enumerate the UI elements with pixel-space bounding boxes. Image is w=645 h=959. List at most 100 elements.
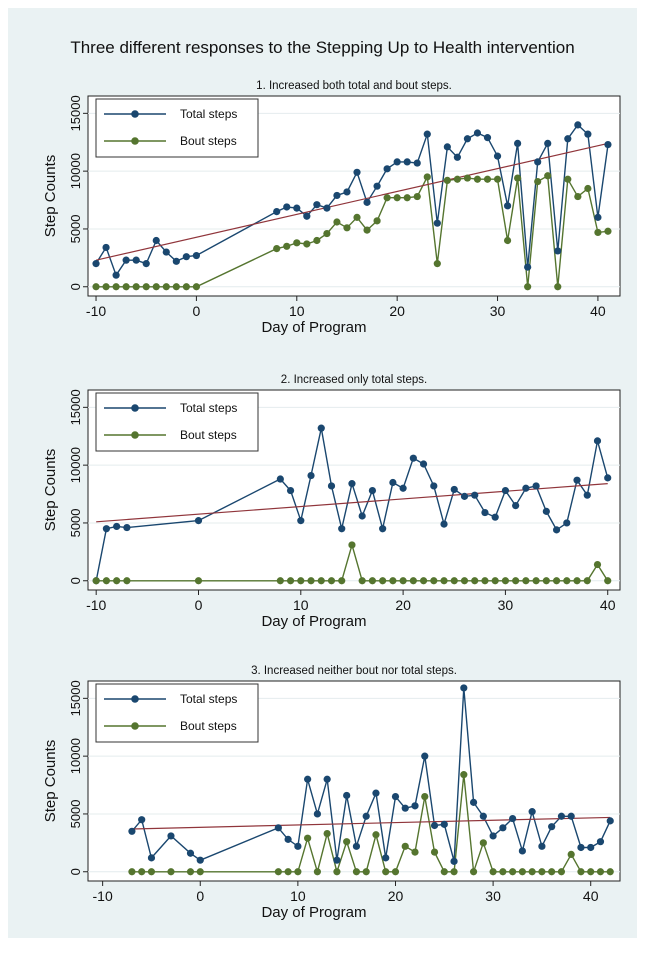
- data-point-bout: [430, 848, 439, 856]
- x-tick-label: -10: [93, 888, 113, 904]
- data-point-total: [584, 130, 592, 138]
- data-point-bout: [373, 217, 381, 225]
- data-point-bout: [481, 577, 489, 585]
- x-tick-label: 20: [395, 597, 411, 613]
- data-point-total: [413, 159, 421, 167]
- data-point-bout: [512, 577, 520, 585]
- data-point-bout: [343, 838, 351, 846]
- data-point-bout: [483, 175, 492, 183]
- data-point-total: [491, 513, 499, 521]
- data-point-total: [379, 525, 387, 533]
- data-point-total: [358, 512, 366, 520]
- data-point-bout: [353, 213, 361, 221]
- data-point-total: [372, 789, 380, 797]
- data-point-bout: [423, 173, 431, 181]
- data-point-bout: [493, 175, 502, 183]
- data-point-bout: [514, 174, 522, 182]
- legend-swatch-marker-total: [131, 404, 139, 412]
- data-point-total: [557, 812, 566, 820]
- data-point-bout: [563, 577, 571, 585]
- data-point-total: [192, 251, 201, 260]
- series-line-total: [95, 428, 609, 581]
- data-point-total: [333, 191, 341, 200]
- legend-label-bout: Bout steps: [180, 134, 237, 148]
- data-point-bout: [113, 577, 121, 585]
- data-point-total: [313, 810, 321, 818]
- data-point-total: [323, 204, 331, 212]
- data-point-bout: [273, 245, 281, 253]
- data-point-total: [501, 486, 510, 495]
- data-point-total: [162, 248, 170, 256]
- data-point-total: [528, 808, 536, 816]
- x-tick-label: 40: [600, 597, 616, 613]
- y-tick-label: 15000: [68, 95, 83, 131]
- data-point-bout: [411, 848, 419, 856]
- data-point-bout: [372, 831, 380, 839]
- data-point-total: [450, 857, 458, 865]
- data-point-total: [393, 158, 401, 166]
- data-point-total: [113, 522, 121, 531]
- chart-title: 2. Increased only total steps.: [281, 374, 427, 386]
- data-point-total: [532, 482, 540, 490]
- legend-swatch-marker-total: [131, 110, 139, 118]
- data-point-bout: [606, 868, 614, 876]
- y-tick-label: 0: [68, 868, 83, 875]
- data-point-bout: [564, 175, 572, 183]
- data-point-total: [587, 843, 595, 852]
- data-point-bout: [403, 194, 411, 202]
- data-point-total: [534, 158, 542, 166]
- data-point-bout: [352, 868, 361, 876]
- data-point-total: [284, 835, 292, 843]
- data-point-bout: [274, 868, 282, 876]
- data-point-bout: [382, 868, 390, 876]
- data-point-total: [373, 182, 381, 190]
- data-point-bout: [596, 868, 605, 876]
- data-point-bout: [362, 868, 370, 876]
- chart-panel-3: 3. Increased neither bout nor total step…: [8, 659, 637, 959]
- data-point-bout: [489, 868, 497, 876]
- data-point-bout: [463, 174, 472, 182]
- data-point-bout: [142, 283, 150, 291]
- data-point-bout: [348, 541, 356, 549]
- x-tick-label: 0: [195, 597, 203, 613]
- data-point-bout: [574, 192, 582, 201]
- data-point-total: [563, 519, 571, 527]
- data-point-total: [401, 804, 409, 812]
- data-point-bout: [323, 229, 331, 238]
- y-tick-label: 10000: [68, 153, 83, 189]
- data-point-bout: [577, 868, 585, 876]
- data-point-total: [276, 475, 284, 483]
- fit-line: [95, 142, 609, 261]
- data-point-bout: [317, 577, 325, 585]
- data-point-bout: [122, 283, 130, 291]
- data-point-bout: [297, 577, 305, 585]
- data-point-total: [594, 213, 602, 221]
- data-point-bout: [304, 834, 312, 842]
- data-point-total: [430, 482, 438, 490]
- data-point-bout: [453, 175, 461, 183]
- data-point-total: [283, 203, 291, 211]
- data-point-total: [286, 486, 295, 495]
- x-tick-label: 40: [583, 888, 599, 904]
- x-tick-label: 10: [289, 303, 305, 319]
- data-point-bout: [147, 868, 156, 876]
- data-point-total: [383, 165, 391, 173]
- y-tick-label: 10000: [68, 447, 83, 483]
- data-point-total: [430, 821, 439, 830]
- data-point-bout: [283, 242, 291, 250]
- data-point-bout: [604, 227, 612, 235]
- data-point-bout: [172, 283, 180, 291]
- chart-1-svg: 1. Increased both total and bout steps. 0…: [42, 80, 621, 336]
- data-point-bout: [501, 577, 510, 585]
- data-point-total: [554, 247, 562, 255]
- data-point-total: [440, 820, 448, 828]
- data-point-total: [92, 260, 100, 268]
- data-point-total: [194, 517, 203, 525]
- data-point-total: [167, 832, 175, 840]
- data-point-total: [304, 775, 312, 783]
- data-point-bout: [391, 868, 400, 876]
- data-point-total: [172, 257, 180, 265]
- data-point-bout: [573, 577, 581, 585]
- data-point-bout: [313, 868, 321, 876]
- data-point-bout: [419, 577, 428, 585]
